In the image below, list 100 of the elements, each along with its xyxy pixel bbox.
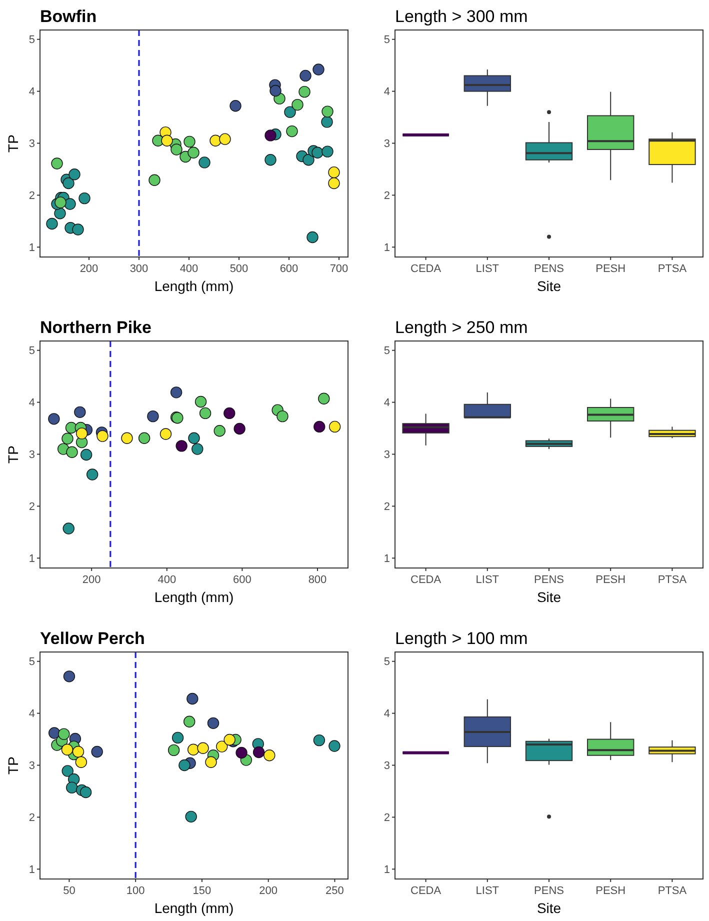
- x-tick-label: CEDA: [410, 574, 442, 586]
- point: [318, 392, 330, 405]
- x-tick-label: 200: [82, 574, 101, 586]
- y-tick-label: 5: [28, 656, 35, 668]
- y-axis-title: TP: [5, 134, 21, 152]
- point: [276, 410, 288, 422]
- point: [185, 810, 197, 823]
- point: [184, 136, 196, 148]
- point: [54, 196, 66, 208]
- point: [138, 432, 150, 444]
- x-tick-label: PTSA: [658, 885, 688, 897]
- point: [61, 744, 74, 756]
- point: [205, 756, 217, 768]
- point: [306, 231, 318, 244]
- point: [197, 742, 209, 754]
- point: [161, 134, 173, 146]
- y-tick-label: 3: [28, 138, 35, 150]
- y-tick-label: 3: [384, 138, 390, 150]
- y-tick-label: 1: [28, 552, 35, 565]
- y-tick-label: 2: [28, 190, 35, 202]
- x-tick-label: LIST: [476, 263, 500, 275]
- point: [264, 154, 276, 166]
- y-tick-label: 1: [384, 864, 390, 876]
- x-tick-label: 250: [326, 885, 344, 897]
- x-tick-label: 800: [308, 574, 327, 586]
- y-tick-label: 5: [28, 345, 35, 358]
- point: [328, 166, 340, 178]
- point: [86, 468, 98, 480]
- x-tick-label: PESH: [596, 574, 626, 586]
- point: [284, 106, 296, 118]
- y-tick-label: 4: [28, 86, 35, 98]
- point: [64, 198, 76, 210]
- point: [168, 744, 180, 756]
- point: [76, 428, 88, 440]
- point: [264, 130, 276, 142]
- x-tick-label: 200: [259, 885, 278, 897]
- point: [96, 430, 108, 442]
- point: [270, 84, 282, 97]
- x-axis-title: Length (mm): [154, 900, 234, 916]
- x-tick-label: 600: [233, 574, 252, 586]
- point: [188, 432, 200, 444]
- point: [188, 146, 200, 158]
- point: [300, 70, 312, 82]
- point: [328, 740, 340, 752]
- x-tick-label: 400: [158, 574, 176, 586]
- point: [194, 396, 207, 408]
- point: [314, 420, 326, 433]
- point: [224, 407, 236, 420]
- y-tick-label: 2: [384, 812, 390, 824]
- point: [224, 734, 236, 746]
- y-tick-label: 4: [28, 708, 35, 720]
- y-tick-label: 1: [28, 864, 35, 876]
- x-tick-label: LIST: [476, 885, 500, 897]
- point: [68, 168, 80, 180]
- point: [46, 218, 58, 230]
- point: [198, 156, 210, 168]
- point: [192, 443, 204, 455]
- point: [72, 746, 84, 758]
- point: [54, 208, 66, 220]
- x-tick-label: PESH: [596, 885, 626, 897]
- y-tick-label: 5: [384, 34, 390, 46]
- y-tick-label: 2: [28, 501, 35, 514]
- point: [74, 406, 86, 418]
- y-tick-label: 4: [384, 397, 390, 410]
- point: [62, 522, 74, 534]
- x-tick-label: 300: [130, 263, 148, 275]
- point: [199, 407, 212, 420]
- point: [170, 386, 182, 398]
- x-axis-title: Length (mm): [154, 589, 234, 605]
- point: [58, 728, 70, 740]
- point: [186, 692, 198, 705]
- point: [51, 158, 63, 170]
- y-tick-label: 2: [28, 812, 35, 824]
- point: [148, 174, 160, 186]
- point: [184, 716, 196, 728]
- point: [216, 740, 228, 752]
- point: [187, 744, 200, 756]
- point: [264, 750, 276, 762]
- point: [78, 192, 90, 204]
- y-tick-label: 3: [28, 760, 35, 772]
- chart-title: Length > 100 mm: [395, 629, 528, 648]
- point: [176, 440, 188, 452]
- point: [302, 154, 314, 166]
- x-tick-label: CEDA: [410, 263, 442, 275]
- chart-title: Bowfin: [40, 7, 97, 26]
- x-tick-label: 600: [280, 263, 298, 275]
- y-axis-title: TP: [5, 446, 21, 464]
- y-tick-label: 2: [384, 501, 390, 514]
- point: [170, 144, 182, 156]
- point: [147, 410, 159, 422]
- y-tick-label: 5: [384, 345, 390, 358]
- x-axis-title: Site: [536, 900, 562, 916]
- x-tick-label: PENS: [534, 263, 564, 275]
- y-tick-label: 1: [384, 242, 390, 254]
- point: [62, 432, 74, 445]
- y-tick-label: 1: [384, 552, 390, 565]
- point: [80, 786, 92, 798]
- point: [160, 428, 172, 440]
- point: [66, 446, 78, 458]
- point: [91, 746, 103, 758]
